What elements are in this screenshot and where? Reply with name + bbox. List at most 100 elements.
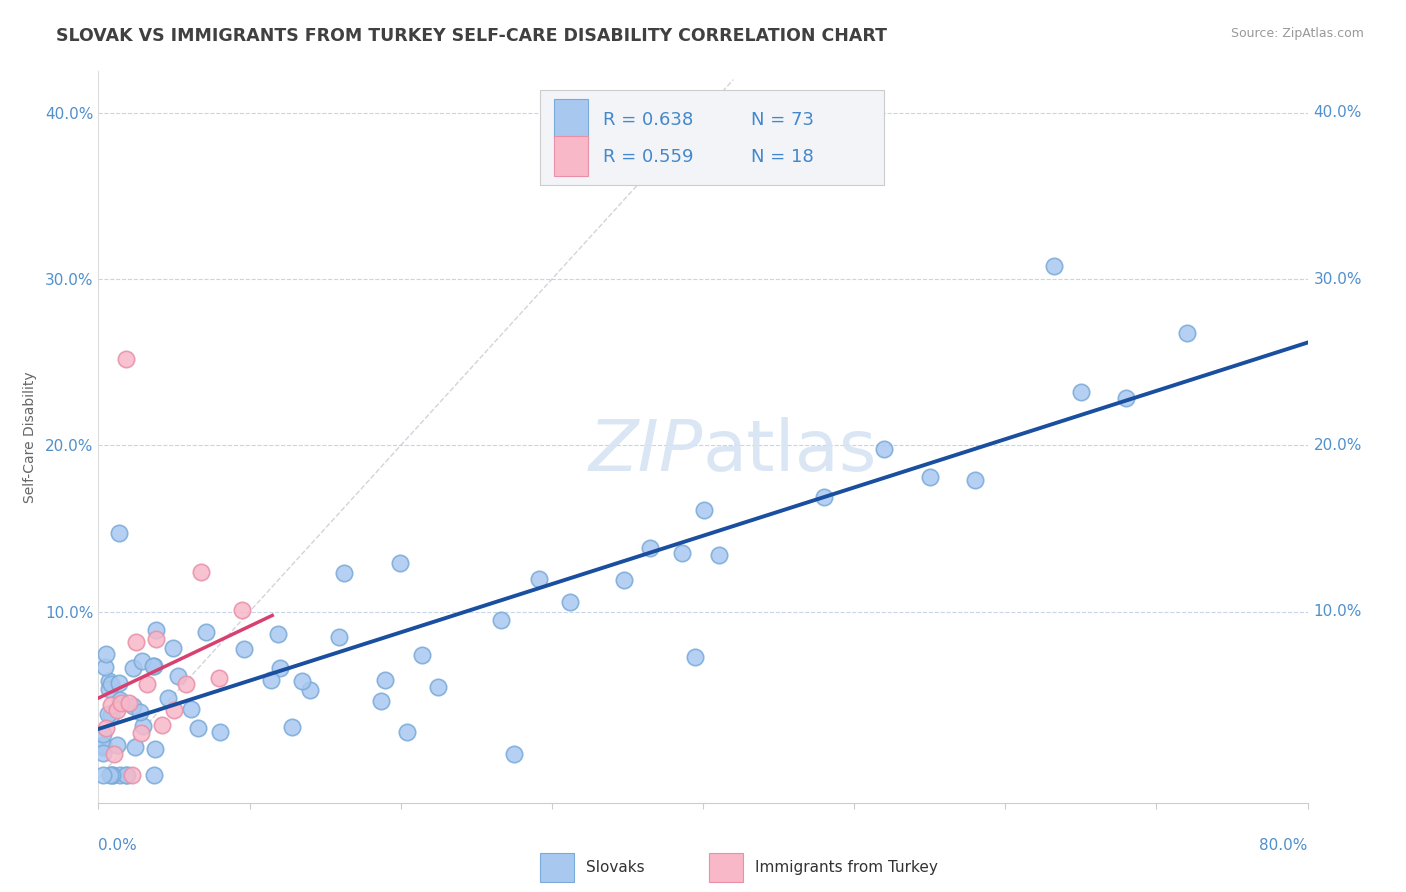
Point: [527, 572, 550, 586]
Point: [208, 672, 231, 686]
Point: [124, 740, 146, 755]
Point: [105, 703, 128, 717]
Point: [693, 503, 716, 517]
Point: [685, 650, 707, 665]
Point: [1042, 259, 1064, 273]
Point: [613, 573, 636, 587]
Point: [110, 696, 132, 710]
Point: [558, 595, 581, 609]
Point: [125, 635, 148, 649]
Text: 30.0%: 30.0%: [1313, 272, 1362, 286]
Point: [145, 624, 167, 638]
Point: [101, 767, 124, 781]
Point: [208, 725, 231, 739]
Point: [91, 738, 114, 752]
Bar: [540, 853, 574, 882]
Point: [1115, 391, 1137, 405]
Point: [110, 767, 132, 781]
Point: [105, 738, 128, 752]
Point: [269, 661, 291, 675]
Point: [129, 726, 152, 740]
Text: 80.0%: 80.0%: [1260, 838, 1308, 853]
Point: [190, 566, 212, 580]
Point: [291, 674, 314, 689]
Text: 40.0%: 40.0%: [1313, 105, 1362, 120]
Point: [118, 696, 141, 710]
Point: [333, 566, 356, 581]
Point: [143, 767, 166, 781]
Point: [395, 724, 418, 739]
Point: [267, 626, 290, 640]
Bar: [554, 136, 588, 176]
Point: [142, 659, 165, 673]
Point: [426, 680, 449, 694]
Point: [100, 708, 122, 723]
Text: R = 0.638: R = 0.638: [603, 112, 693, 129]
Point: [131, 654, 153, 668]
Point: [389, 556, 412, 570]
Point: [108, 676, 131, 690]
Point: [411, 648, 433, 662]
Point: [96, 706, 118, 721]
Point: [281, 720, 304, 734]
Point: [162, 640, 184, 655]
Point: [115, 767, 138, 781]
Point: [98, 767, 121, 781]
Point: [100, 698, 122, 713]
Point: [1070, 385, 1092, 400]
Point: [370, 694, 392, 708]
Bar: [554, 99, 588, 139]
Point: [100, 677, 122, 691]
Bar: [709, 853, 742, 882]
Point: [873, 442, 896, 457]
Point: [121, 767, 143, 781]
Point: [143, 741, 166, 756]
Text: N = 73: N = 73: [751, 112, 814, 129]
Point: [115, 767, 138, 781]
Text: Immigrants from Turkey: Immigrants from Turkey: [755, 860, 938, 875]
Text: 10.0%: 10.0%: [1313, 604, 1362, 619]
Point: [103, 747, 125, 761]
Point: [93, 660, 115, 674]
Point: [918, 470, 941, 484]
Point: [707, 548, 730, 562]
Point: [167, 669, 190, 683]
Point: [132, 719, 155, 733]
Point: [260, 673, 283, 688]
Text: ZIP: ZIP: [589, 417, 703, 486]
Point: [640, 541, 662, 556]
Point: [163, 703, 186, 717]
Point: [328, 630, 350, 644]
Point: [180, 702, 202, 716]
Point: [965, 474, 987, 488]
Point: [91, 767, 114, 781]
Point: [231, 603, 253, 617]
Point: [150, 718, 173, 732]
Point: [187, 721, 209, 735]
Point: [813, 490, 835, 504]
Point: [110, 693, 132, 707]
FancyBboxPatch shape: [540, 90, 884, 185]
Text: Source: ZipAtlas.com: Source: ZipAtlas.com: [1230, 27, 1364, 40]
Text: 20.0%: 20.0%: [1313, 438, 1362, 453]
Text: R = 0.559: R = 0.559: [603, 148, 693, 166]
Point: [671, 546, 693, 560]
Point: [135, 677, 157, 691]
Text: Slovaks: Slovaks: [586, 860, 644, 875]
Point: [96, 647, 118, 661]
Point: [97, 681, 120, 696]
Point: [145, 632, 167, 647]
Point: [1175, 326, 1198, 340]
Point: [174, 677, 197, 691]
Point: [374, 673, 396, 687]
Text: atlas: atlas: [703, 417, 877, 486]
Point: [94, 721, 117, 735]
Point: [142, 658, 165, 673]
Point: [97, 673, 120, 688]
Point: [489, 614, 512, 628]
Point: [157, 691, 180, 706]
Point: [121, 661, 143, 675]
Text: N = 18: N = 18: [751, 148, 814, 166]
Point: [91, 739, 114, 754]
Point: [232, 642, 254, 657]
